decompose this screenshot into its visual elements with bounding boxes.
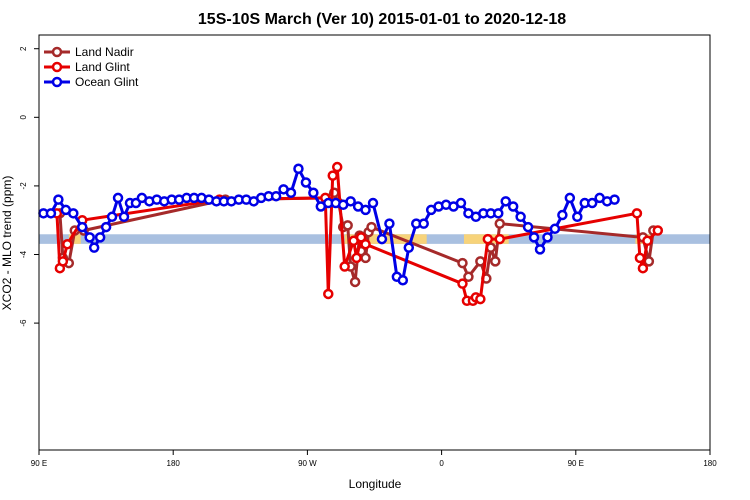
ocean-glint-point-53 — [418, 218, 429, 229]
land-glint-point-2 — [57, 256, 69, 267]
ocean-glint-point-5 — [76, 221, 88, 233]
land-glint-point-23 — [634, 252, 646, 264]
ocean-glint-point-4 — [68, 208, 79, 219]
land-glint-point-20 — [482, 233, 494, 245]
ocean-glint-point-35 — [285, 187, 297, 199]
ocean-glint-point-51 — [403, 242, 415, 253]
land-glint-point-21 — [494, 233, 506, 245]
x-tick-label-0: 90 E — [31, 459, 47, 468]
x-tick-label-4: 90 E — [568, 459, 584, 468]
ocean-glint-point-79 — [609, 194, 620, 205]
ocean-glint-point-38 — [308, 187, 319, 199]
y-tick-label-4: -6 — [19, 319, 28, 327]
y-axis-label: XCO2 - MLO trend (ppm) — [0, 176, 14, 311]
legend-marker-land-glint — [51, 61, 63, 73]
land-nadir-point-20 — [463, 271, 474, 283]
series-ocean-glint — [38, 163, 620, 286]
ocean-glint-point-48 — [384, 218, 395, 229]
legend-marker-ocean-glint — [51, 76, 63, 88]
land-nadir-point-18 — [366, 221, 377, 233]
ocean-glint-point-6 — [84, 232, 95, 243]
ocean-glint-point-65 — [507, 201, 519, 212]
ocean-glint-point-66 — [515, 211, 526, 223]
ocean-glint-point-70 — [542, 232, 553, 243]
ocean-glint-point-8 — [94, 232, 106, 243]
ocean-glint-point-76 — [586, 197, 598, 209]
land-nadir-point-12 — [349, 276, 361, 288]
ocean-glint-point-67 — [522, 221, 534, 233]
ocean-glint-point-73 — [564, 192, 576, 204]
ocean-glint-point-11 — [112, 192, 124, 204]
y-axis: 2 0 -2 -4 -6 — [19, 46, 39, 327]
x-tick-label-5: 180 — [703, 459, 717, 468]
land-glint-point-22 — [631, 208, 643, 219]
ocean-glint-point-10 — [106, 211, 118, 223]
ocean-glint-point-46 — [367, 197, 379, 209]
land-glint-point-9 — [331, 161, 343, 173]
ocean-glint-point-9 — [100, 221, 112, 233]
x-tick-label-1: 180 — [167, 459, 181, 468]
land-glint-point-3 — [62, 238, 73, 250]
land-glint-point-24 — [637, 262, 649, 274]
land-glint-point-7 — [323, 288, 334, 300]
ocean-glint-point-47 — [376, 233, 388, 245]
ocean-glint-point-37 — [300, 177, 312, 188]
chart-title: 15S-10S March (Ver 10) 2015-01-01 to 202… — [198, 11, 566, 28]
ocean-glint-point-12 — [118, 211, 130, 223]
y-tick-label-2: -2 — [19, 182, 28, 190]
y-tick-label-0: 2 — [19, 46, 28, 51]
land-nadir-point-21 — [475, 256, 486, 267]
highlight-bands — [39, 234, 710, 244]
ocean-glint-point-33 — [270, 190, 282, 202]
x-axis: 90 E 180 90 W 0 90 E 180 — [31, 450, 717, 468]
ocean-glint-point-72 — [557, 209, 568, 221]
ocean-glint-point-50 — [397, 274, 409, 286]
land-glint-point-15 — [457, 278, 468, 289]
land-glint-point-14 — [360, 238, 371, 250]
legend-label-ocean-glint: Ocean Glint — [75, 75, 139, 89]
land-nadir-point-19 — [457, 257, 468, 269]
ocean-glint-point-71 — [549, 223, 561, 235]
legend-label-land-nadir: Land Nadir — [75, 45, 134, 59]
x-tick-label-2: 90 W — [298, 459, 317, 468]
ocean-glint-point-7 — [88, 242, 100, 253]
ocean-glint-point-63 — [493, 208, 504, 219]
land-glint-point-8 — [327, 170, 338, 181]
plot-frame — [38, 34, 711, 451]
land-glint-point-25 — [642, 235, 653, 247]
ocean-glint-point-43 — [345, 196, 356, 207]
legend-item-land-nadir: Land Nadir — [44, 45, 134, 59]
ocean-glint-point-74 — [572, 211, 583, 223]
land-nadir-point-16 — [360, 252, 371, 264]
ocean-glint-point-69 — [534, 244, 546, 255]
land-glint-point-19 — [475, 293, 486, 305]
land-glint-point-13 — [355, 232, 367, 243]
legend-item-ocean-glint: Ocean Glint — [44, 75, 139, 89]
series-layer — [38, 161, 664, 307]
y-tick-label-1: 0 — [19, 115, 28, 120]
x-tick-label-3: 0 — [439, 459, 444, 468]
land-nadir-point-25 — [494, 218, 506, 229]
x-axis-label: Longitude — [349, 477, 402, 491]
band-1 — [68, 234, 81, 244]
land-nadir-point-24 — [490, 256, 501, 267]
legend-marker-land-nadir — [51, 46, 63, 58]
ocean-glint-point-58 — [455, 197, 467, 209]
ocean-glint-point-1 — [45, 208, 57, 219]
ocean-glint-point-45 — [360, 204, 371, 216]
ocean-glint-point-68 — [528, 232, 540, 243]
land-nadir-point-10 — [342, 220, 353, 231]
legend-item-land-glint: Land Glint — [44, 60, 130, 74]
legend-label-land-glint: Land Glint — [75, 60, 130, 74]
ocean-glint-point-36 — [293, 163, 304, 175]
land-glint-point-12 — [351, 252, 362, 264]
y-tick-label-3: -4 — [19, 250, 28, 258]
ocean-glint-point-64 — [500, 196, 511, 207]
land-glint-point-26 — [652, 225, 664, 236]
land-glint-point-10 — [339, 261, 350, 272]
ocean-glint-point-2 — [53, 194, 64, 205]
